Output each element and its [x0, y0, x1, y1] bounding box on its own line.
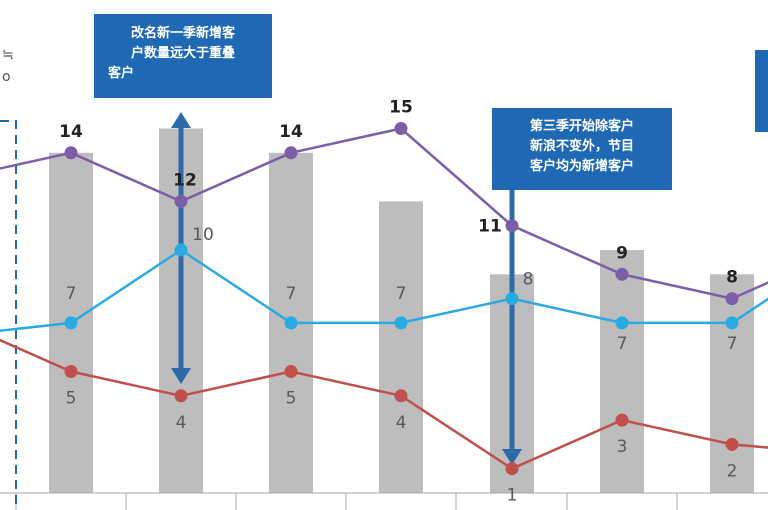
cut-legend-text: ≒ o	[2, 44, 14, 88]
data-point	[64, 316, 78, 330]
arrow-head-down	[502, 449, 522, 465]
data-point	[725, 292, 739, 306]
data-label: 1	[507, 486, 518, 506]
data-point	[174, 389, 188, 403]
data-label: 5	[286, 389, 297, 409]
data-label: 15	[389, 98, 413, 118]
data-point	[284, 146, 298, 160]
data-point	[615, 267, 629, 281]
data-point	[725, 316, 739, 330]
data-label: 9	[616, 243, 628, 263]
data-label: 11	[478, 217, 502, 237]
callout-rename-line: 户数量远大于重叠	[130, 46, 235, 61]
data-label: 8	[726, 268, 738, 288]
data-point	[174, 243, 188, 257]
callout-season3-line: 新浪不变外，节目	[529, 139, 634, 154]
data-label: 4	[176, 413, 187, 433]
data-point	[615, 316, 629, 330]
data-point	[505, 292, 519, 306]
bar	[600, 250, 644, 493]
data-label: 2	[727, 461, 738, 481]
callout-season3-line: 第三季开始除客户	[529, 119, 634, 134]
dashed-separator	[0, 120, 17, 510]
callout-season3-line: 客户均为新增客户	[529, 159, 634, 174]
data-label: 12	[173, 170, 197, 190]
data-label: 7	[396, 284, 407, 304]
data-point	[505, 462, 519, 476]
bar	[710, 274, 754, 493]
data-label: 5	[66, 389, 77, 409]
data-point	[394, 389, 408, 403]
cut-callout-box	[755, 50, 768, 132]
callout-rename-line: 客户	[108, 66, 135, 81]
data-point	[284, 316, 298, 330]
data-point	[725, 437, 739, 451]
bar	[379, 201, 423, 493]
data-label: 3	[617, 437, 628, 457]
data-label: 7	[286, 284, 297, 304]
cut-legend-text-line: ≒	[2, 47, 14, 63]
data-label: 4	[396, 413, 407, 433]
data-point	[615, 413, 629, 427]
cut-legend-text-line: o	[2, 69, 11, 85]
data-label: 10	[192, 225, 214, 245]
data-point	[394, 122, 408, 135]
data-label: 7	[727, 334, 738, 354]
data-label: 14	[59, 122, 83, 142]
data-point	[174, 194, 188, 208]
arrow-head-up	[171, 112, 191, 128]
data-point	[505, 219, 519, 233]
arrow-head-down	[171, 368, 191, 384]
callout-rename: 改名新一季新增客 户数量远大于重叠 客户	[94, 14, 272, 98]
callout-rename-line: 改名新一季新增客	[130, 26, 235, 41]
data-label: 7	[66, 284, 77, 304]
data-point	[284, 365, 298, 378]
data-point	[64, 365, 78, 378]
data-label: 14	[279, 122, 303, 142]
data-point	[64, 146, 78, 160]
data-label: 8	[523, 270, 534, 290]
callout-season3: 第三季开始除客户 新浪不变外，节目 客户均为新增客户	[492, 108, 672, 190]
data-point	[394, 316, 408, 330]
data-label: 7	[617, 334, 628, 354]
